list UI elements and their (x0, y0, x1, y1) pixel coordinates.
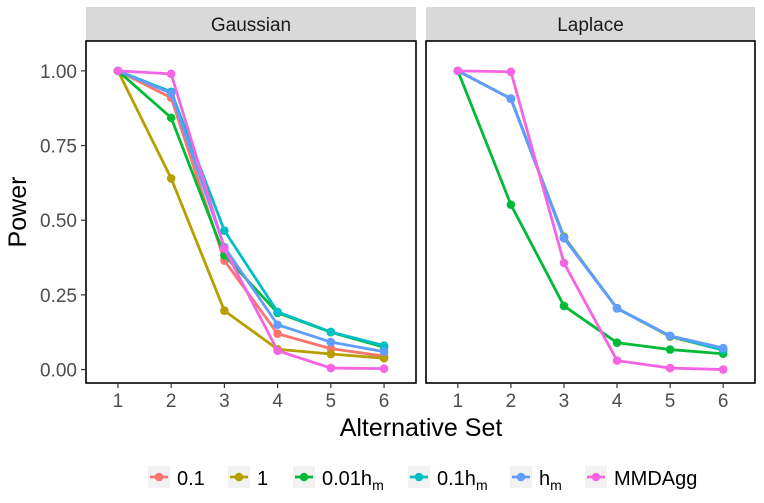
facet-title: Laplace (557, 15, 624, 36)
data-point (326, 327, 336, 337)
x-tick-label: 5 (326, 391, 337, 412)
x-axis-title: Alternative Set (340, 414, 503, 442)
series-line (117, 69, 385, 354)
data-point (220, 244, 229, 253)
data-point (166, 88, 176, 98)
y-tick-label: 0.75 (40, 137, 77, 158)
data-point (273, 307, 282, 317)
data-point (559, 301, 569, 311)
panel-background (86, 41, 416, 383)
x-tick-label: 3 (559, 391, 570, 412)
legend-item-0.1: 0.1 (148, 466, 205, 490)
data-point (166, 174, 176, 183)
data-point (612, 304, 622, 313)
legend-label: hm (539, 468, 562, 493)
y-tick-label: 0.25 (40, 286, 77, 307)
panel-gaussian: Gaussian 1 2 3 4 5 6 (85, 7, 417, 412)
legend-label: 0.1hm (437, 468, 488, 493)
data-point (665, 345, 675, 354)
y-axis: 0.00 0.25 0.50 0.75 1.00 (40, 62, 86, 382)
data-point (665, 363, 675, 373)
x-tick-label: 4 (272, 391, 283, 412)
data-point (379, 364, 389, 373)
data-point (379, 341, 389, 350)
legend-label: MMDAgg (614, 468, 697, 490)
facet-strip (426, 7, 755, 41)
legend-key-point (154, 472, 164, 482)
legend-key-point (414, 472, 424, 482)
legend: 0.1 1 0.01hm 0.1hm hm MMDAgg (148, 466, 697, 493)
legend-label: 0.1 (177, 468, 205, 490)
x-tick-label: 1 (113, 391, 124, 412)
data-point (273, 329, 282, 339)
data-point (506, 67, 516, 77)
legend-item-1: 1 (228, 466, 268, 490)
data-point (273, 320, 282, 330)
series-0.01hm (453, 66, 728, 359)
data-point (665, 331, 675, 341)
series-line (457, 69, 724, 371)
data-point (220, 226, 229, 235)
series-line (457, 69, 724, 350)
legend-item-hm: hm (510, 466, 562, 493)
y-axis-title: Power (4, 177, 32, 248)
legend-label: 0.01hm (322, 468, 384, 493)
y-tick-label: 0.00 (40, 361, 77, 382)
legend-item-0.1hm: 0.1hm (408, 466, 488, 493)
data-point (166, 113, 176, 123)
x-tick-label: 5 (665, 391, 676, 412)
data-point (326, 363, 336, 373)
data-point (559, 258, 569, 268)
x-tick-label: 4 (612, 391, 623, 412)
panels: Gaussian 1 2 3 4 5 6 Laplace 1 2 3 4 5 6 (85, 7, 756, 412)
data-point (559, 233, 569, 243)
data-point (718, 365, 728, 374)
legend-item-0.01hm: 0.01hm (293, 466, 384, 493)
legend-key-point (591, 472, 601, 482)
series-line (116, 70, 385, 360)
data-point (379, 353, 389, 363)
facet-title: Gaussian (211, 15, 291, 36)
data-point (506, 94, 516, 103)
data-point (612, 356, 622, 365)
x-tick-label: 6 (379, 391, 390, 412)
x-tick-label: 2 (506, 391, 517, 412)
panel-laplace: Laplace 1 2 3 4 5 6 (425, 7, 756, 412)
panel-border (425, 40, 756, 384)
data-point (718, 343, 728, 353)
data-point (166, 69, 176, 79)
panel-background (426, 41, 755, 383)
series-line (117, 69, 385, 371)
data-point (273, 346, 282, 356)
y-tick-label: 0.50 (40, 211, 77, 232)
data-point (113, 66, 123, 76)
y-tick-label: 1.00 (40, 62, 77, 83)
x-tick-label: 2 (166, 391, 177, 412)
data-point (612, 338, 622, 347)
legend-key-point (234, 472, 244, 482)
series-MMDAgg (113, 66, 389, 373)
series-hm (453, 66, 728, 353)
legend-key-point (516, 472, 526, 482)
data-point (453, 66, 463, 76)
data-point (220, 306, 229, 316)
panel-border (85, 40, 417, 384)
x-tick-label: 1 (453, 391, 464, 412)
legend-item-MMDAgg: MMDAgg (585, 466, 697, 490)
x-tick-label: 3 (219, 391, 230, 412)
series-line (456, 70, 724, 356)
legend-key-point (299, 472, 309, 482)
data-point (506, 200, 516, 209)
facet-strip (86, 7, 416, 41)
legend-label: 1 (257, 468, 268, 490)
data-point (379, 347, 389, 356)
series-MMDAgg (453, 66, 728, 374)
data-point (326, 337, 336, 347)
data-point (326, 349, 336, 359)
x-tick-label: 6 (718, 391, 729, 412)
